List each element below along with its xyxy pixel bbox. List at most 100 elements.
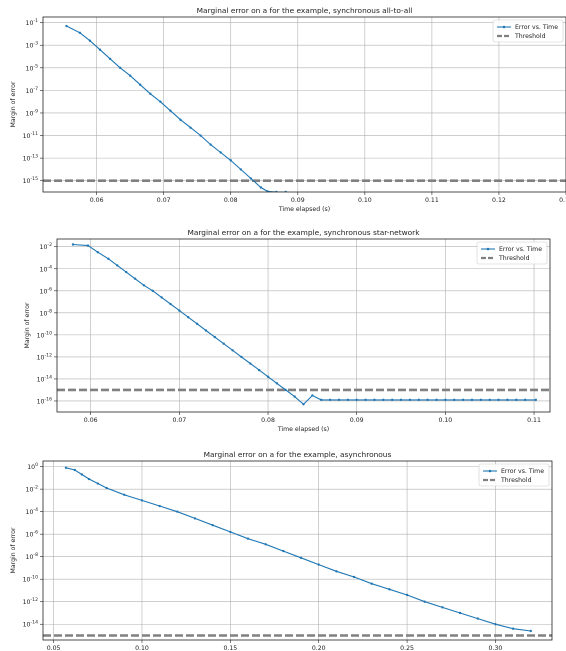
data-point [105, 486, 108, 490]
y-tick-label: 10-2 [26, 485, 39, 494]
data-point [204, 329, 208, 332]
data-point [231, 349, 234, 352]
data-point [108, 57, 112, 60]
y-tick-label: 10-9 [26, 108, 39, 117]
data-point [523, 398, 527, 402]
data-point [169, 109, 172, 112]
y-tick-base: 10 [37, 376, 45, 383]
y-tick-base: 10 [37, 354, 45, 361]
series-group [71, 243, 538, 406]
data-point [229, 159, 232, 162]
y-axis-label: Margin of error [10, 81, 17, 127]
x-tick-label: 0.05 [47, 645, 61, 651]
chart-panel-3: Marginal error on a for the example, asy… [10, 450, 553, 651]
series-line [66, 25, 287, 192]
data-point [178, 309, 181, 312]
x-tick-label: 0.30 [489, 645, 503, 651]
data-point [435, 398, 438, 402]
x-axis-label: Time elapsed (s) [278, 206, 330, 213]
axes-frame [42, 460, 553, 641]
y-tick-base: 10 [27, 464, 35, 471]
data-point [160, 296, 163, 299]
y-tick-exponent: -14 [44, 374, 52, 380]
y-tick-base: 10 [23, 577, 31, 584]
x-tick-label: 0.10 [438, 417, 452, 424]
y-tick-base: 10 [23, 622, 31, 629]
data-point [118, 66, 122, 70]
data-point [149, 92, 152, 95]
legend: Error vs. Time Threshold [476, 241, 548, 265]
data-point [399, 398, 403, 402]
data-point [65, 24, 68, 28]
legend: Error vs. Time Threshold [492, 19, 564, 43]
x-tick-label: 0.13 [559, 197, 566, 204]
data-point [219, 151, 222, 154]
x-tick-label: 0.10 [135, 645, 149, 651]
data-point [159, 100, 162, 103]
x-tick-label: 0.15 [223, 645, 237, 651]
data-point [476, 617, 479, 620]
data-point [107, 257, 110, 261]
legend-series-marker [486, 247, 490, 251]
x-tick-label: 0.10 [358, 197, 372, 204]
data-point [388, 588, 391, 591]
y-tick-label: 10-4 [40, 264, 53, 273]
y-tick-label: 10-13 [23, 154, 38, 163]
chart-title: Marginal error on a for the example, asy… [204, 450, 392, 459]
y-tick-exponent: -4 [47, 264, 52, 270]
data-point [179, 118, 182, 121]
y-tick-exponent: -8 [47, 308, 52, 314]
data-point [98, 48, 102, 51]
data-point [511, 627, 515, 630]
axes-frame [56, 238, 551, 413]
data-point [128, 74, 132, 77]
legend-series-label: Error vs. Time [501, 468, 544, 475]
data-point [140, 499, 144, 502]
series-line [72, 243, 536, 406]
data-point [458, 611, 462, 615]
data-point [73, 468, 77, 472]
data-point [211, 523, 214, 527]
data-point [382, 398, 385, 402]
y-tick-exponent: -13 [30, 154, 38, 160]
x-tick-label: 0.20 [312, 645, 326, 651]
y-tick-label: 10-10 [23, 575, 38, 584]
legend-series-marker [488, 469, 492, 473]
legend-series-marker [502, 25, 506, 29]
data-point [158, 504, 161, 508]
data-point [88, 39, 92, 42]
data-point [534, 398, 538, 402]
data-point [352, 575, 356, 579]
series-group [65, 24, 287, 192]
y-tick-exponent: -6 [33, 530, 38, 536]
data-point [317, 563, 320, 566]
data-point [151, 289, 154, 292]
y-tick-base: 10 [26, 509, 34, 516]
y-tick-label: 10-8 [40, 308, 53, 317]
x-tick-label: 0.08 [224, 197, 238, 204]
y-tick-base: 10 [26, 487, 34, 494]
data-point [222, 342, 225, 345]
data-point [193, 517, 197, 520]
y-tick-exponent: -8 [33, 552, 38, 558]
data-point [282, 549, 285, 553]
data-point [529, 629, 532, 633]
data-point [275, 382, 279, 385]
legend-series-label: Error vs. Time [515, 24, 558, 31]
data-point [213, 335, 217, 339]
y-tick-label: 10-14 [37, 374, 52, 383]
legend-threshold-label: Threshold [498, 255, 530, 262]
data-point [506, 398, 509, 402]
y-tick-base: 10 [26, 110, 34, 117]
data-point [364, 398, 367, 402]
data-point [370, 582, 373, 585]
data-point [423, 600, 426, 603]
data-point [240, 355, 243, 359]
data-point [441, 606, 444, 609]
y-tick-exponent: -10 [44, 330, 52, 336]
y-tick-label: 10-4 [26, 507, 39, 516]
data-point [390, 398, 394, 402]
data-point [515, 398, 518, 402]
data-point [488, 398, 491, 402]
